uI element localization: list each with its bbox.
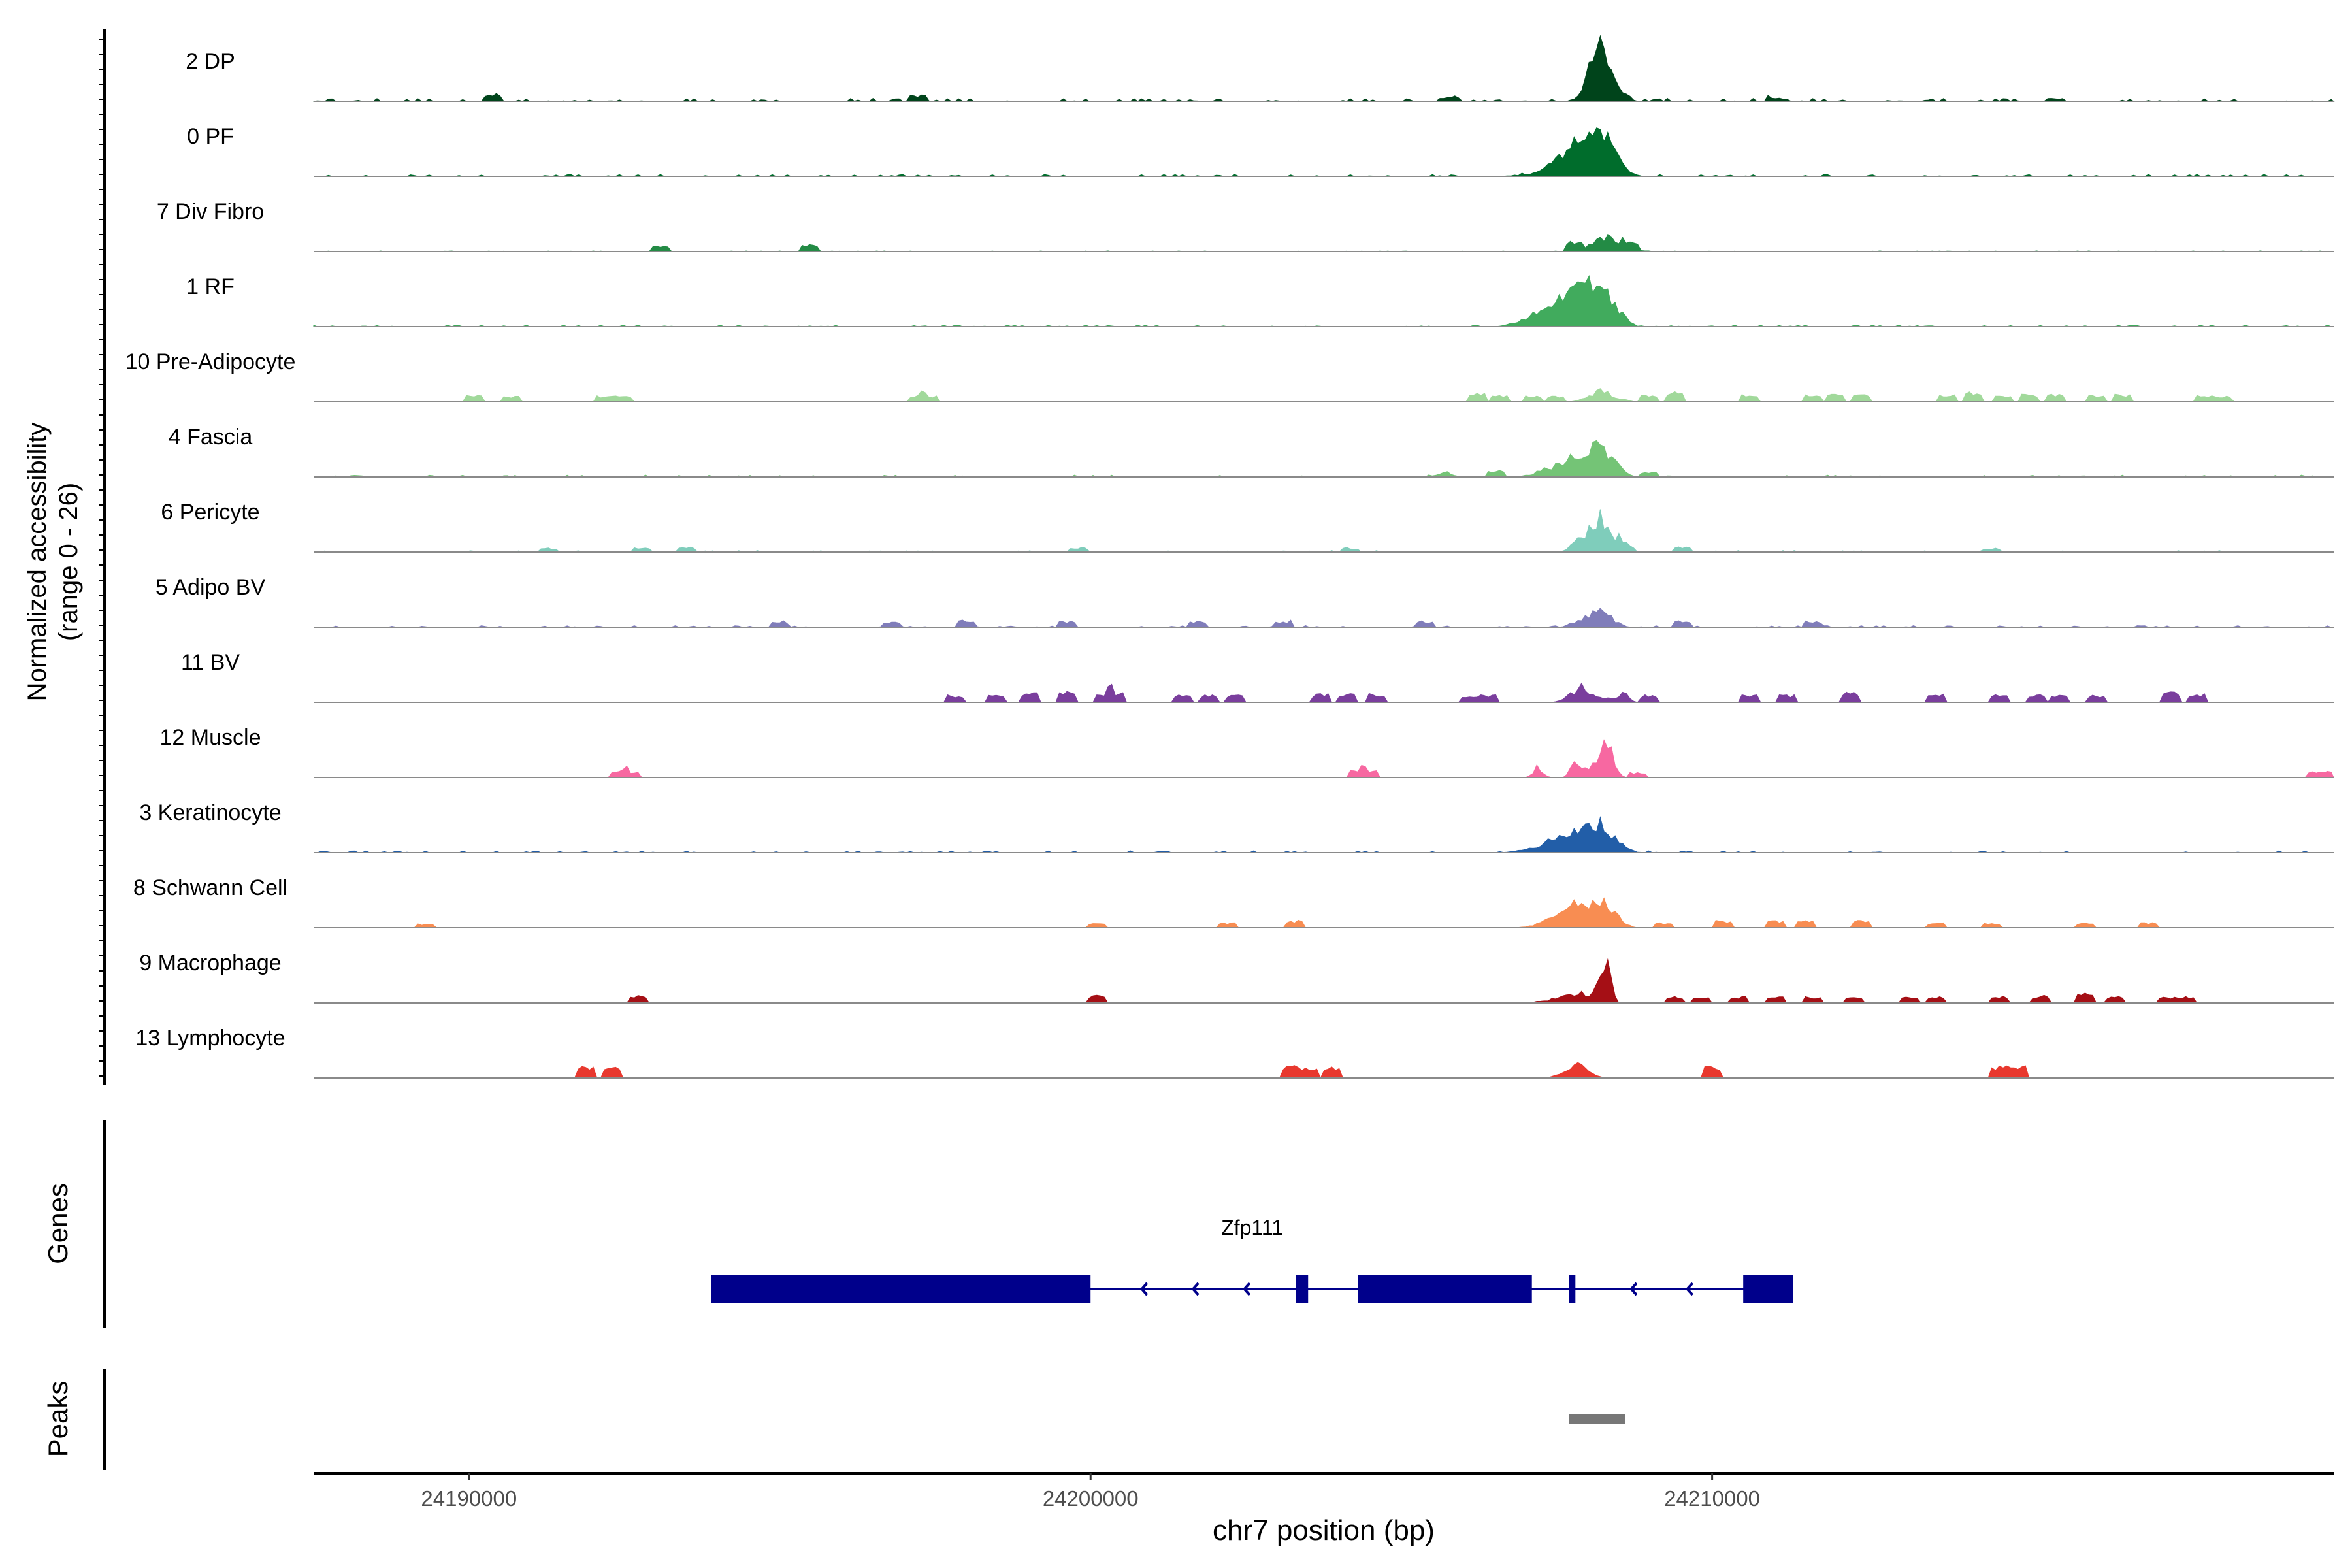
coverage-tracks: 2 DP 0 PF 7 Div Fibro 1 RF 10 Pre-Adipocyte 4… [99,29,2335,1085]
peak-region [1569,1414,1625,1424]
track-signal [314,509,2334,553]
track-signal [314,1062,2334,1079]
track-label: 9 Macrophage [139,951,281,975]
track-9: 11 BV [181,650,2334,703]
track-label: 8 Schwann Cell [133,875,287,900]
gene-track: Genes Zfp111 [42,1120,1793,1328]
x-axis-title: chr7 position (bp) [1213,1514,1435,1546]
strand-arrow [1629,1282,1638,1296]
track-7: 6 Pericyte [161,500,2334,553]
y-axis-title-line2: (range 0 - 26) [54,483,83,641]
track-signal [314,682,2334,703]
strand-arrow [1140,1282,1149,1296]
track-label: 13 Lymphocyte [135,1026,285,1051]
track-3: 7 Div Fibro [157,199,2334,252]
track-label: 6 Pericyte [161,500,259,525]
track-label: 3 Keratinocyte [139,800,281,825]
track-signal [314,127,2334,177]
track-signal [314,388,2334,403]
gene-exon [1743,1275,1793,1303]
track-label: 10 Pre-Adipocyte [125,350,296,374]
strand-arrow [1243,1282,1251,1296]
track-11: 3 Keratinocyte [139,800,2334,853]
track-12: 8 Schwann Cell [133,875,2334,928]
genes-track-label: Genes [42,1183,73,1264]
track-signal [314,816,2334,853]
gene-model [711,1275,1793,1303]
x-axis: 24190000 24200000 24210000 chr7 position (… [314,1472,2334,1546]
track-label: 5 Adipo BV [155,575,266,600]
track-label: 7 Div Fibro [157,199,264,224]
track-signal [314,739,2334,778]
track-4: 1 RF [186,274,2334,327]
x-tick-label: 24190000 [421,1486,517,1511]
gene-exon [1296,1275,1309,1303]
track-2: 0 PF [187,124,2334,177]
track-signal [314,897,2334,928]
x-tick-label: 24200000 [1043,1486,1139,1511]
x-tick-label: 24210000 [1664,1486,1760,1511]
track-8: 5 Adipo BV [155,575,2334,628]
track-6: 4 Fascia [169,425,2334,478]
track-10: 12 Muscle [160,725,2334,778]
gene-exon [1358,1275,1532,1303]
track-label: 11 BV [181,650,240,675]
track-1: 2 DP [186,35,2335,102]
strand-arrow [1191,1282,1200,1296]
gene-exon [711,1275,1091,1303]
track-signal [314,440,2334,478]
track-label: 2 DP [186,49,235,74]
track-label: 12 Muscle [160,725,261,750]
x-axis-ticks: 24190000 24200000 24210000 [421,1473,1760,1511]
track-5: 10 Pre-Adipocyte [125,350,2334,403]
track-label: 1 RF [186,274,235,299]
gene-exon [1569,1275,1576,1303]
track-13: 9 Macrophage [139,951,2334,1004]
track-label: 4 Fascia [169,425,253,449]
track-signal [313,35,2335,102]
track-signal [313,274,2334,327]
track-label: 0 PF [187,124,234,149]
track-signal [314,958,2334,1004]
peak-regions [1569,1414,1625,1424]
strand-arrow [1685,1282,1694,1296]
y-axis-title-line1: Normalized accessibility [23,423,52,702]
track-signal [314,233,2334,252]
y-axis-title: Normalized accessibility (range 0 - 26) [23,423,83,702]
peaks-track: Peaks [42,1369,1625,1470]
track-14: 13 Lymphocyte [135,1026,2334,1079]
track-signal [314,608,2334,628]
peaks-track-label: Peaks [42,1381,73,1458]
gene-label: Zfp111 [1221,1216,1283,1239]
